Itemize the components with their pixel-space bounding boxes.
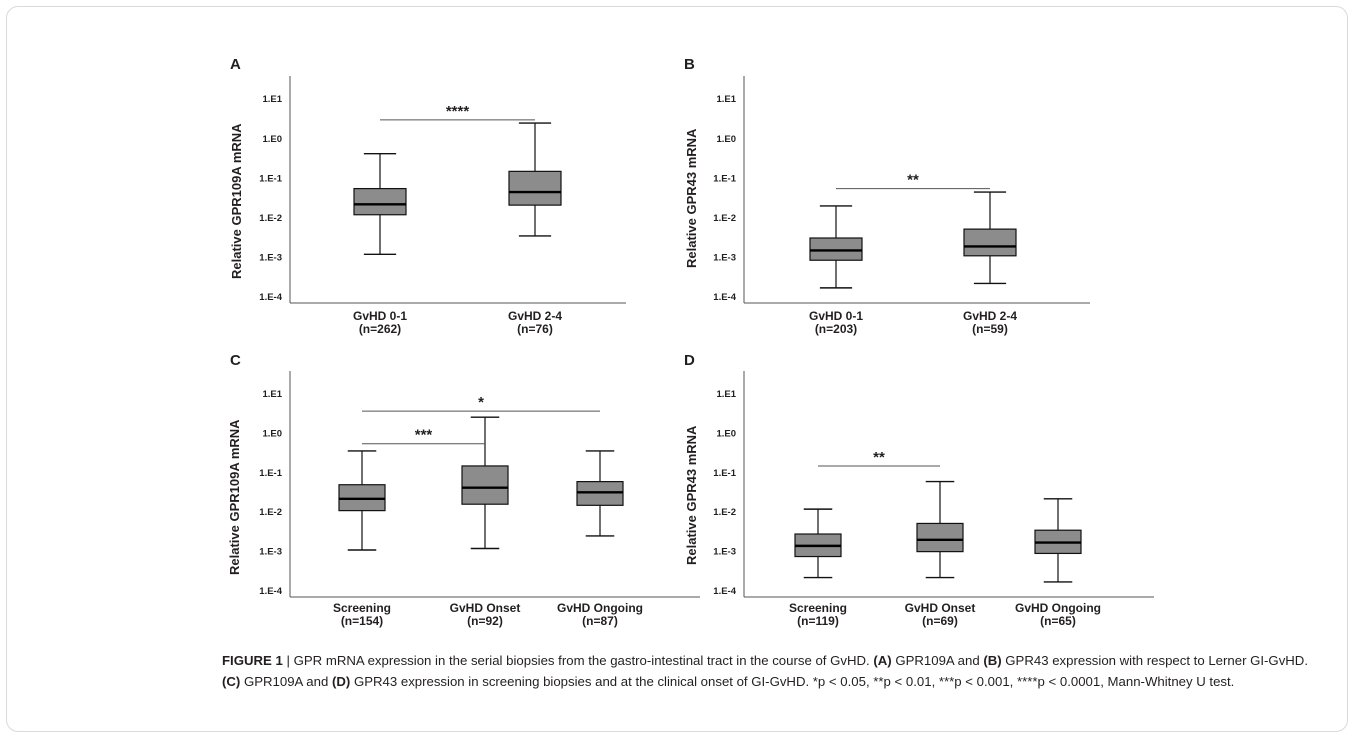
y-tick-label: 1.E0 (716, 428, 736, 439)
category-label: GvHD Onset (905, 601, 976, 615)
iqr-box (809, 237, 863, 261)
y-tick-label: 1.E0 (262, 428, 282, 439)
y-tick-label: 1.E-1 (713, 173, 736, 184)
category-label: GvHD Ongoing (1015, 601, 1101, 615)
iqr-box (963, 228, 1017, 257)
y-tick-label: 1.E1 (716, 389, 736, 400)
category-n: (n=76) (517, 322, 553, 336)
y-tick-label: 1.E1 (262, 389, 282, 400)
caption-panel-ref: (C) (222, 674, 241, 689)
y-tick-label: 1.E-4 (713, 292, 736, 303)
y-tick-label: 1.E1 (716, 94, 736, 105)
panel-letter-d: D (684, 352, 695, 369)
category-label: GvHD 2-4 (963, 309, 1017, 323)
box-plot (353, 152, 407, 256)
y-tick-label: 1.E-1 (259, 173, 282, 184)
y-tick-label: 1.E-4 (713, 586, 736, 597)
y-tick-label: 1.E-3 (259, 547, 282, 558)
box-plot (338, 450, 386, 551)
y-tick-label: 1.E-3 (713, 547, 736, 558)
box-plot (916, 480, 964, 579)
significance-label: *** (415, 427, 433, 444)
box-plot (1034, 498, 1082, 583)
caption-label: FIGURE 1 (222, 653, 283, 668)
category-label: GvHD 0-1 (809, 309, 863, 323)
significance-label: ** (873, 449, 885, 466)
box-plot (809, 205, 863, 289)
category-label: GvHD Onset (450, 601, 521, 615)
y-tick-label: 1.E-2 (259, 213, 282, 224)
y-tick-label: 1.E-3 (713, 252, 736, 263)
y-tick-label: 1.E-2 (259, 507, 282, 518)
panel-letter-a: A (230, 56, 241, 73)
iqr-box (508, 170, 562, 206)
y-tick-label: 1.E-3 (259, 252, 282, 263)
significance-label: **** (446, 103, 470, 120)
y-tick-label: 1.E0 (716, 134, 736, 145)
caption-text: GPR mRNA expression in the serial biopsi… (222, 653, 1308, 689)
category-label: GvHD 0-1 (353, 309, 407, 323)
category-n: (n=92) (467, 614, 503, 628)
iqr-box (461, 465, 509, 505)
category-label: GvHD 2-4 (508, 309, 562, 323)
category-label: Screening (789, 601, 847, 615)
box-plot (794, 508, 842, 579)
category-n: (n=119) (797, 614, 839, 628)
y-tick-label: 1.E0 (262, 134, 282, 145)
category-n: (n=203) (815, 322, 857, 336)
caption-panel-ref: (A) (873, 653, 892, 668)
y-tick-label: 1.E-1 (713, 468, 736, 479)
category-n: (n=69) (922, 614, 958, 628)
y-tick-label: 1.E-2 (713, 507, 736, 518)
category-n: (n=154) (341, 614, 383, 628)
iqr-box (916, 522, 964, 553)
category-n: (n=262) (359, 322, 401, 336)
y-tick-label: 1.E1 (262, 94, 282, 105)
y-tick-label: 1.E-1 (259, 468, 282, 479)
box-plot (963, 191, 1017, 285)
caption-separator: | (282, 653, 294, 668)
box-plot (576, 450, 624, 537)
category-label: GvHD Ongoing (557, 601, 643, 615)
significance-label: ** (907, 172, 919, 189)
category-label: Screening (333, 601, 391, 615)
caption-panel-ref: (D) (331, 674, 351, 689)
significance-label: * (478, 394, 484, 411)
category-n: (n=65) (1040, 614, 1076, 628)
caption-panel-ref: (B) (983, 653, 1002, 668)
figure-caption: FIGURE 1 | GPR mRNA expression in the se… (222, 650, 1327, 692)
box-plot (508, 122, 562, 237)
y-tick-label: 1.E-2 (713, 213, 736, 224)
figure-frame (6, 6, 1348, 732)
box-plot (461, 416, 509, 550)
panel-letter-b: B (684, 56, 695, 73)
y-tick-label: 1.E-4 (259, 292, 282, 303)
panel-letter-c: C (230, 352, 241, 369)
category-n: (n=87) (582, 614, 618, 628)
category-n: (n=59) (972, 322, 1008, 336)
y-tick-label: 1.E-4 (259, 586, 282, 597)
iqr-box (353, 187, 407, 216)
